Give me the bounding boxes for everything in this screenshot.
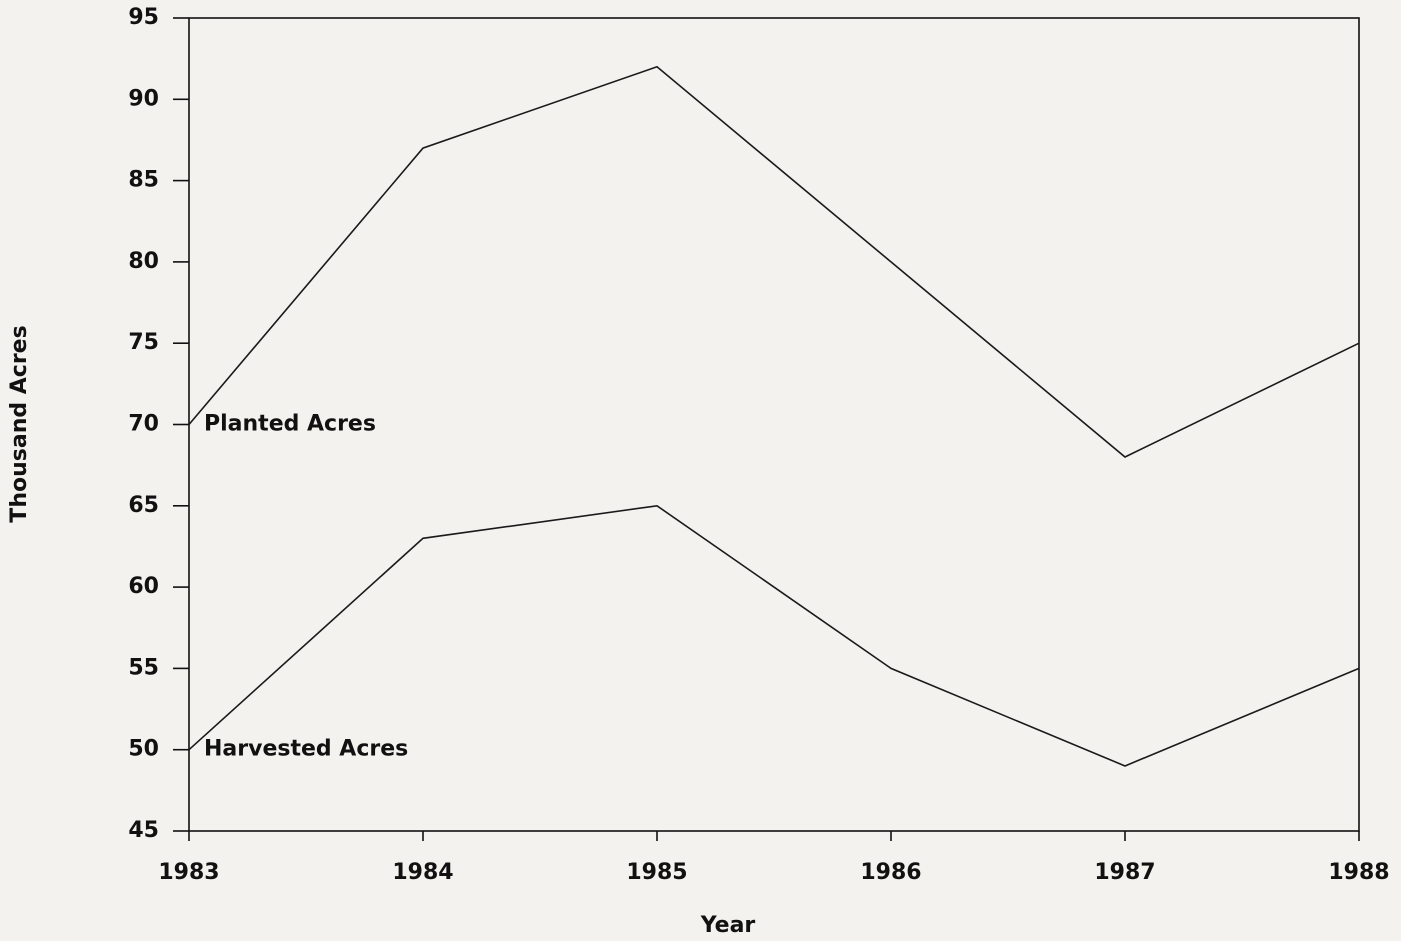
y-tick-label: 70	[128, 412, 159, 437]
x-tick-label: 1985	[626, 860, 687, 885]
y-tick-label: 85	[128, 168, 159, 193]
y-tick-label: 65	[128, 493, 159, 518]
series-label: Planted Acres	[204, 412, 376, 437]
y-axis-label: Thousand Acres	[7, 325, 32, 522]
series-line	[188, 65, 1360, 458]
y-tick-label: 80	[128, 249, 159, 274]
x-tick-label: 1988	[1328, 860, 1389, 885]
y-tick-label: 75	[128, 330, 159, 355]
x-tick-label: 1984	[392, 860, 453, 885]
y-tick-label: 45	[128, 818, 159, 843]
y-tick-label: 50	[128, 737, 159, 762]
x-tick-label: 1986	[860, 860, 921, 885]
x-tick-label: 1983	[158, 860, 219, 885]
series-label: Harvested Acres	[204, 737, 408, 762]
y-tick-label: 60	[128, 574, 159, 599]
x-axis-label: Year	[700, 913, 756, 938]
series-line	[188, 504, 1360, 767]
y-tick-label: 55	[128, 655, 159, 680]
y-tick-label: 90	[128, 86, 159, 111]
y-tick-label: 95	[128, 5, 159, 30]
x-tick-label: 1987	[1094, 860, 1155, 885]
